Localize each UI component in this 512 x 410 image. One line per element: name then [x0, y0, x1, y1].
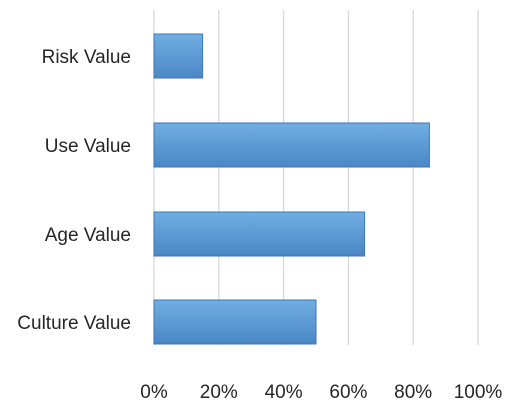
category-labels: Risk Value Use Value Age Value Culture Valu…: [17, 47, 131, 334]
gridlines: [153, 10, 479, 345]
x-tick-label: 40%: [265, 382, 303, 403]
x-axis-tick-labels: 0% 20% 40% 60% 80% 100%: [140, 382, 502, 403]
x-tick-label: 0%: [140, 382, 168, 403]
category-label: Culture Value: [17, 313, 131, 334]
x-tick-label: 60%: [329, 382, 367, 403]
bar-use-value: [153, 122, 430, 168]
x-tick-label: 100%: [454, 382, 503, 403]
bar-culture-value: [153, 299, 317, 345]
x-tick-label: 20%: [200, 382, 238, 403]
bar-risk-value: [153, 33, 204, 79]
category-label: Age Value: [45, 225, 131, 246]
bars: [153, 33, 430, 345]
category-label: Risk Value: [42, 47, 131, 68]
bar-age-value: [153, 211, 366, 257]
category-label: Use Value: [45, 136, 131, 157]
x-tick-label: 80%: [394, 382, 432, 403]
